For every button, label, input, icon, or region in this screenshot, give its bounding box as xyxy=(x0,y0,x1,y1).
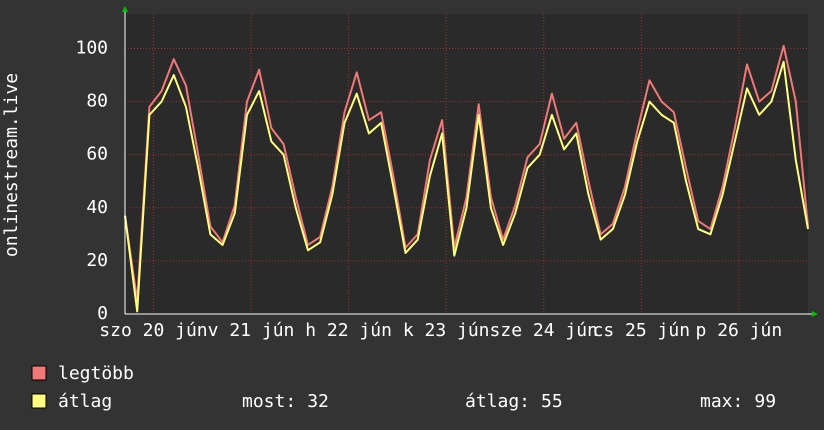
y-tick-label: 60 xyxy=(86,144,108,165)
marks xyxy=(124,44,809,313)
x-tick-label: cs 25 jún xyxy=(593,320,691,341)
x-tick-label: h 22 jún xyxy=(305,320,392,341)
stat-label: max: xyxy=(700,391,743,412)
legend-label: átlag xyxy=(58,391,112,412)
x-tick-label: v 21 jún xyxy=(208,320,295,341)
series-line xyxy=(124,60,809,313)
stat-label: átlag: xyxy=(465,391,530,412)
x-tick-label: p 26 jún xyxy=(696,320,783,341)
y-arrow xyxy=(122,6,128,12)
stat-label: most: xyxy=(242,391,296,412)
plot-area xyxy=(125,14,808,314)
x-tick-label: szo 20 jún xyxy=(99,320,207,341)
y-tick-label: 40 xyxy=(86,197,108,218)
y-tick-label: 80 xyxy=(86,91,108,112)
legend-swatch xyxy=(31,393,47,409)
stat-value: 32 xyxy=(307,391,329,412)
legend-swatch xyxy=(31,365,47,381)
stat-value: 55 xyxy=(541,391,563,412)
legend: legtöbb átlag most: 32 átlag: 55 max: 99 xyxy=(31,363,776,412)
x-tick-label: sze 24 jún xyxy=(490,320,598,341)
y-tick-label: 100 xyxy=(75,38,108,59)
y-axis-title: onlinestream.live xyxy=(1,73,22,257)
y-tick-label: 0 xyxy=(97,303,108,324)
x-arrow xyxy=(812,311,818,317)
y-tick-label: 20 xyxy=(86,250,108,271)
x-tick-label: k 23 jún xyxy=(403,320,490,341)
legend-label: legtöbb xyxy=(58,363,134,384)
series-line xyxy=(124,44,809,302)
stat-value: 99 xyxy=(754,391,776,412)
